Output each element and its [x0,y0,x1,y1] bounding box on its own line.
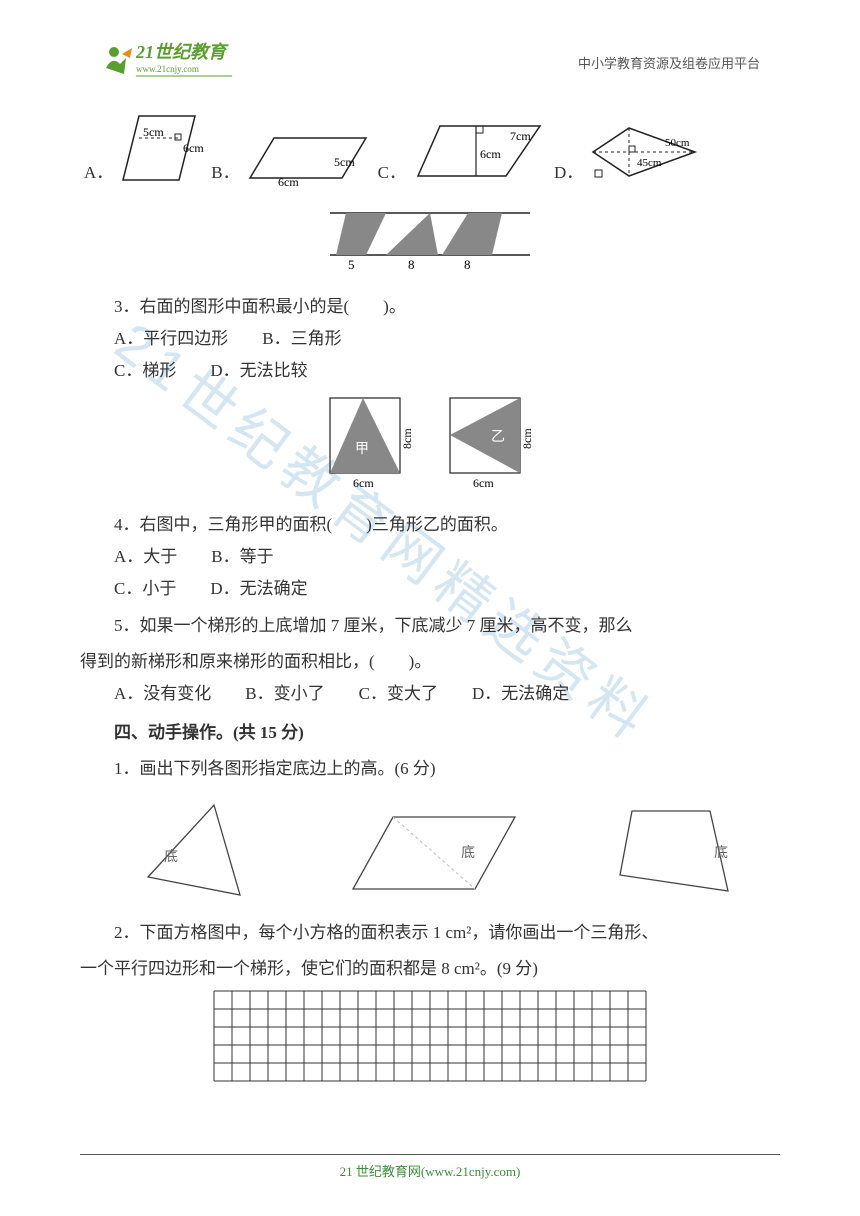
sec4-q2-line2: 一个平行四边形和一个梯形，使它们的面积都是 8 cm²。(9 分) [80,953,780,985]
page-content: A． 5cm 6cm B． 5cm 6cm C． 7c [80,108,780,1093]
svg-text:底: 底 [164,849,178,865]
svg-text:50cm: 50cm [665,137,690,149]
svg-text:甲: 甲 [355,442,369,457]
grid-figure [80,990,780,1093]
q4-text: 4．右图中，三角形甲的面积( )三角形乙的面积。 [80,509,780,541]
svg-text:6cm: 6cm [473,476,494,490]
svg-text:8cm: 8cm [520,428,534,449]
option-c-label: C． [378,157,406,189]
q2-options-row: A． 5cm 6cm B． 5cm 6cm C． 7c [80,108,780,199]
svg-text:乙: 乙 [491,429,505,445]
svg-text:6cm: 6cm [183,141,204,155]
shape-d-rhombus: 50cm 45cm [587,122,707,199]
shape-c-trapezoid: 7cm 6cm [410,118,550,199]
trapezoid-shape: 底 [612,797,742,907]
svg-text:8: 8 [464,257,471,272]
parallelogram-shape: 底 [345,797,535,907]
triangle-shape: 底 [118,797,268,907]
page-footer: 21 世纪教育网(www.21cnjy.com) [0,1154,860,1180]
shape-b-parallelogram-flat: 5cm 6cm [244,128,374,199]
svg-text:45cm: 45cm [637,157,662,169]
q3-options-cd: C．梯形 D．无法比较 [80,355,780,387]
shape-a-parallelogram-tall: 5cm 6cm [117,108,207,199]
sec4-q1: 1．画出下列各图形指定底边上的高。(6 分) [80,753,780,785]
section-4-title: 四、动手操作。(共 15 分) [80,717,780,749]
header-platform-text: 中小学教育资源及组卷应用平台 [578,53,760,72]
q3-options-ab: A．平行四边形 B．三角形 [80,323,780,355]
option-b-label: B． [211,157,239,189]
q5-options: A．没有变化 B．变小了 C．变大了 D．无法确定 [80,678,780,710]
logo-url: www.21cnjy.com [136,64,199,74]
footer-text: 21 世纪教育网(www.21cnjy.com) [340,1164,521,1179]
q4-figures: 甲 6cm 8cm 乙 6cm 8cm [80,393,780,504]
q5-line1: 5．如果一个梯形的上底增加 7 厘米，下底减少 7 厘米，高不变，那么 [80,610,780,642]
q3-strip-figure: 5 8 8 [80,205,780,286]
q4-options-cd: C．小于 D．无法确定 [80,573,780,605]
svg-text:5: 5 [348,257,355,272]
logo-icon [106,47,132,74]
svg-text:底: 底 [714,845,728,861]
logo-text: 21世纪教育 [135,42,229,62]
option-d-label: D． [554,157,583,189]
option-a-label: A． [84,157,113,189]
q5-line2: 得到的新梯形和原来梯形的面积相比，( )。 [80,646,780,678]
svg-text:7cm: 7cm [510,129,531,143]
svg-text:5cm: 5cm [334,155,355,169]
sec4-q2-line1: 2．下面方格图中，每个小方格的面积表示 1 cm²，请你画出一个三角形、 [80,917,780,949]
q4-options-ab: A．大于 B．等于 [80,541,780,573]
page-header: 21世纪教育 www.21cnjy.com 中小学教育资源及组卷应用平台 [0,38,860,88]
svg-text:8cm: 8cm [400,428,414,449]
svg-text:底: 底 [461,845,475,861]
site-logo: 21世纪教育 www.21cnjy.com [98,38,238,87]
q3-text: 3．右面的图形中面积最小的是( )。 [80,291,780,323]
sec4-three-shapes: 底 底 底 [80,797,780,907]
svg-text:6cm: 6cm [353,476,374,490]
svg-text:6cm: 6cm [480,147,501,161]
svg-text:5cm: 5cm [143,125,164,139]
svg-text:8: 8 [408,257,415,272]
svg-text:6cm: 6cm [278,175,299,188]
